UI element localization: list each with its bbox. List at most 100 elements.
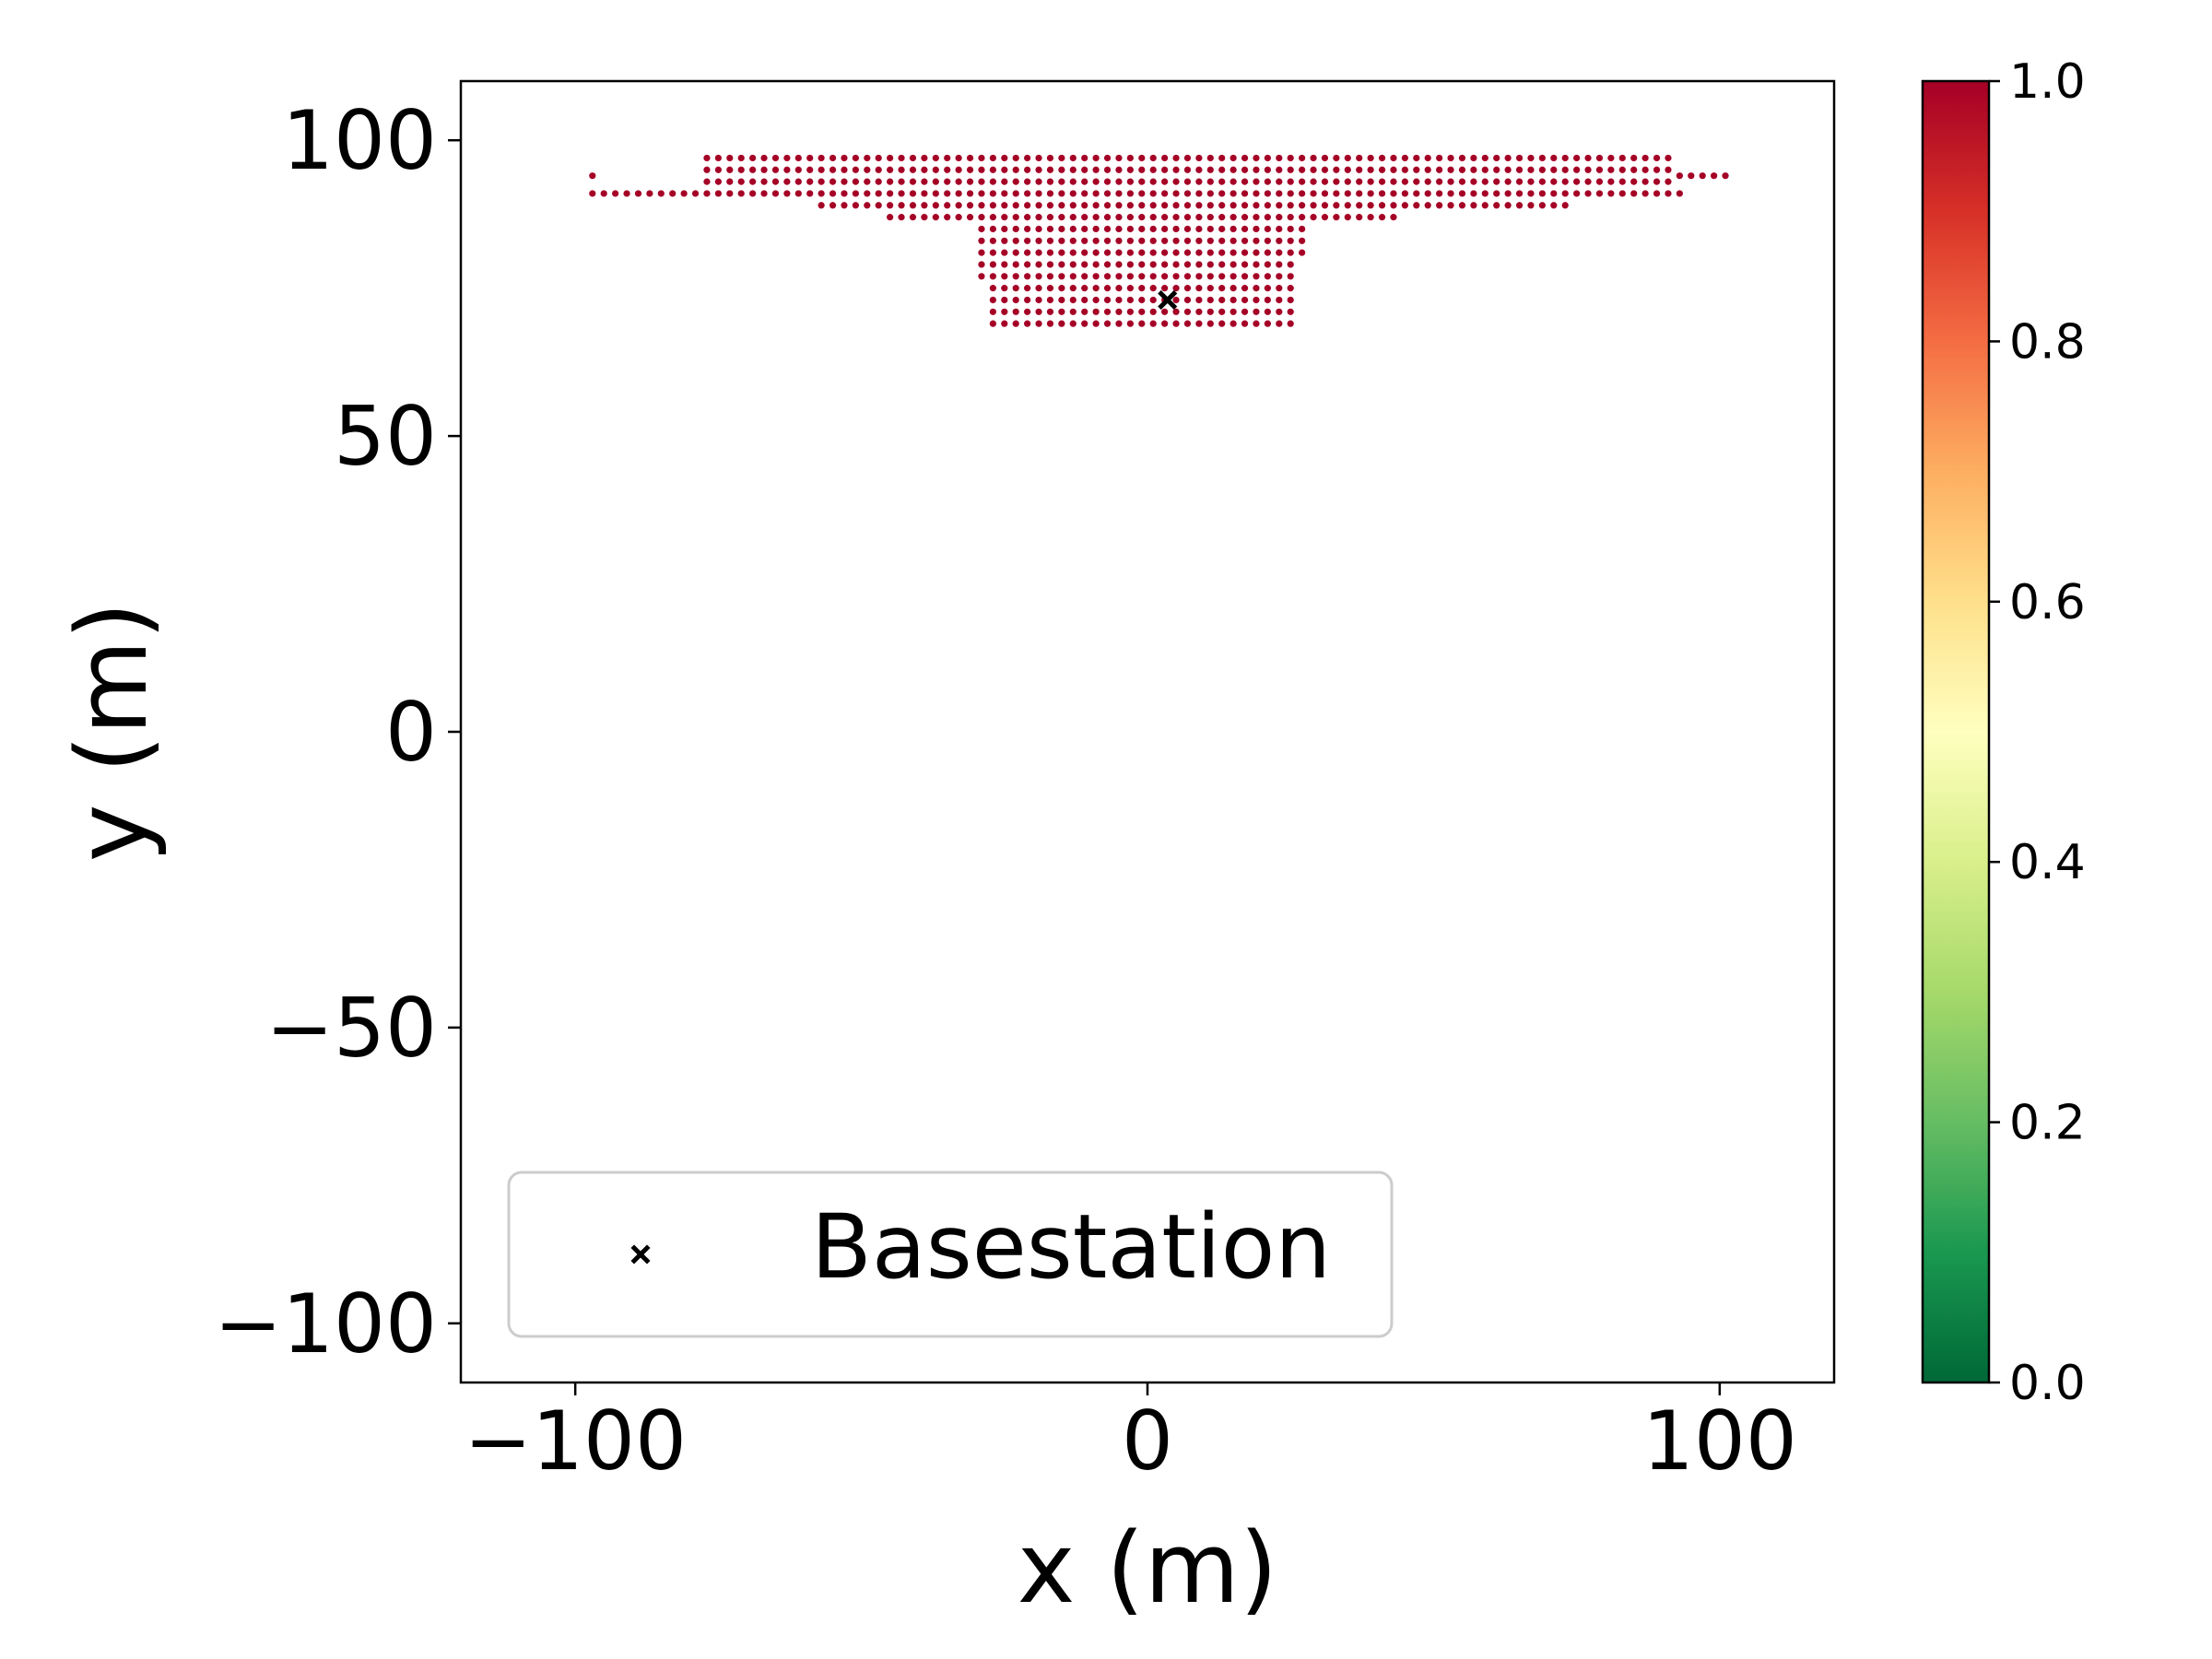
data-point xyxy=(1253,166,1260,173)
data-point xyxy=(1149,249,1157,256)
data-points xyxy=(589,154,1729,327)
data-point xyxy=(1299,190,1306,197)
data-point xyxy=(1172,214,1180,221)
data-point xyxy=(1138,154,1146,162)
data-point xyxy=(1218,296,1226,304)
data-point xyxy=(749,190,757,197)
data-point xyxy=(1436,154,1443,162)
data-point xyxy=(1722,172,1729,180)
data-point xyxy=(1161,308,1169,315)
data-point xyxy=(1253,296,1260,304)
data-point xyxy=(1058,166,1065,173)
data-point xyxy=(1103,225,1112,233)
data-point xyxy=(1253,214,1260,221)
data-point xyxy=(1069,296,1077,304)
data-point xyxy=(1058,249,1065,256)
data-point xyxy=(1046,237,1054,244)
data-point xyxy=(1299,225,1306,233)
data-point xyxy=(1527,154,1535,162)
data-point xyxy=(1390,178,1397,185)
data-point xyxy=(978,214,985,221)
data-point xyxy=(1264,214,1271,221)
basestation-marker xyxy=(1158,289,1178,311)
data-point xyxy=(1138,249,1146,256)
data-point xyxy=(680,190,688,197)
data-point xyxy=(989,214,996,221)
data-point xyxy=(1230,190,1237,197)
data-point xyxy=(1024,285,1031,292)
data-point xyxy=(771,190,780,197)
data-point xyxy=(1195,166,1203,173)
data-point xyxy=(989,154,996,162)
data-point xyxy=(1115,166,1123,173)
data-point xyxy=(1092,202,1100,209)
data-point xyxy=(1206,178,1214,185)
data-point xyxy=(1103,273,1112,280)
data-point xyxy=(1218,202,1226,209)
data-point xyxy=(1253,320,1260,327)
data-point xyxy=(726,178,734,185)
data-point xyxy=(1504,166,1512,173)
data-point xyxy=(1115,214,1123,221)
data-point xyxy=(1584,190,1592,197)
data-point xyxy=(1172,154,1180,162)
data-point xyxy=(1081,202,1088,209)
data-point xyxy=(1001,237,1008,244)
data-point xyxy=(1183,166,1192,173)
data-point xyxy=(909,154,917,162)
data-point xyxy=(1527,202,1535,209)
data-point xyxy=(1172,285,1180,292)
data-point xyxy=(600,190,607,197)
data-point xyxy=(887,178,894,185)
data-point xyxy=(1081,285,1088,292)
data-point xyxy=(1344,166,1351,173)
data-point xyxy=(1344,154,1351,162)
data-point xyxy=(989,178,996,185)
data-point xyxy=(1676,172,1683,180)
data-point xyxy=(1149,285,1157,292)
data-point xyxy=(1561,178,1569,185)
data-point xyxy=(1206,308,1214,315)
data-point xyxy=(978,202,985,209)
data-point xyxy=(703,154,711,162)
data-point xyxy=(1287,225,1294,233)
data-point xyxy=(1310,190,1317,197)
data-point xyxy=(1126,308,1134,315)
data-point xyxy=(1299,178,1306,185)
data-point xyxy=(875,154,882,162)
data-point xyxy=(1424,190,1431,197)
data-point xyxy=(932,214,939,221)
data-point xyxy=(1035,237,1042,244)
data-point xyxy=(1195,285,1203,292)
data-point xyxy=(1069,261,1077,268)
y-tick-label: 0 xyxy=(385,685,437,780)
data-point xyxy=(1287,320,1294,327)
data-point xyxy=(1001,261,1008,268)
data-point xyxy=(1287,166,1294,173)
data-point xyxy=(1481,154,1488,162)
colorbar-tick-label: 0.2 xyxy=(2009,1096,2086,1151)
data-point xyxy=(1195,249,1203,256)
data-point xyxy=(1276,190,1283,197)
data-point xyxy=(771,154,780,162)
data-point xyxy=(1035,261,1042,268)
data-point xyxy=(989,261,996,268)
data-point xyxy=(669,190,677,197)
data-point xyxy=(932,178,939,185)
data-point xyxy=(818,166,825,173)
data-point xyxy=(1470,190,1477,197)
data-point xyxy=(1012,320,1019,327)
data-point xyxy=(1195,178,1203,185)
data-point xyxy=(1264,296,1271,304)
colorbar-tick-label: 1.0 xyxy=(2009,54,2086,110)
data-point xyxy=(1504,190,1512,197)
data-point xyxy=(1058,214,1065,221)
data-point xyxy=(1069,166,1077,173)
data-point xyxy=(818,154,825,162)
data-point xyxy=(887,202,894,209)
data-point xyxy=(1206,190,1214,197)
data-point xyxy=(1069,154,1077,162)
data-point xyxy=(1287,190,1294,197)
data-point xyxy=(1321,166,1329,173)
data-point xyxy=(1149,320,1157,327)
